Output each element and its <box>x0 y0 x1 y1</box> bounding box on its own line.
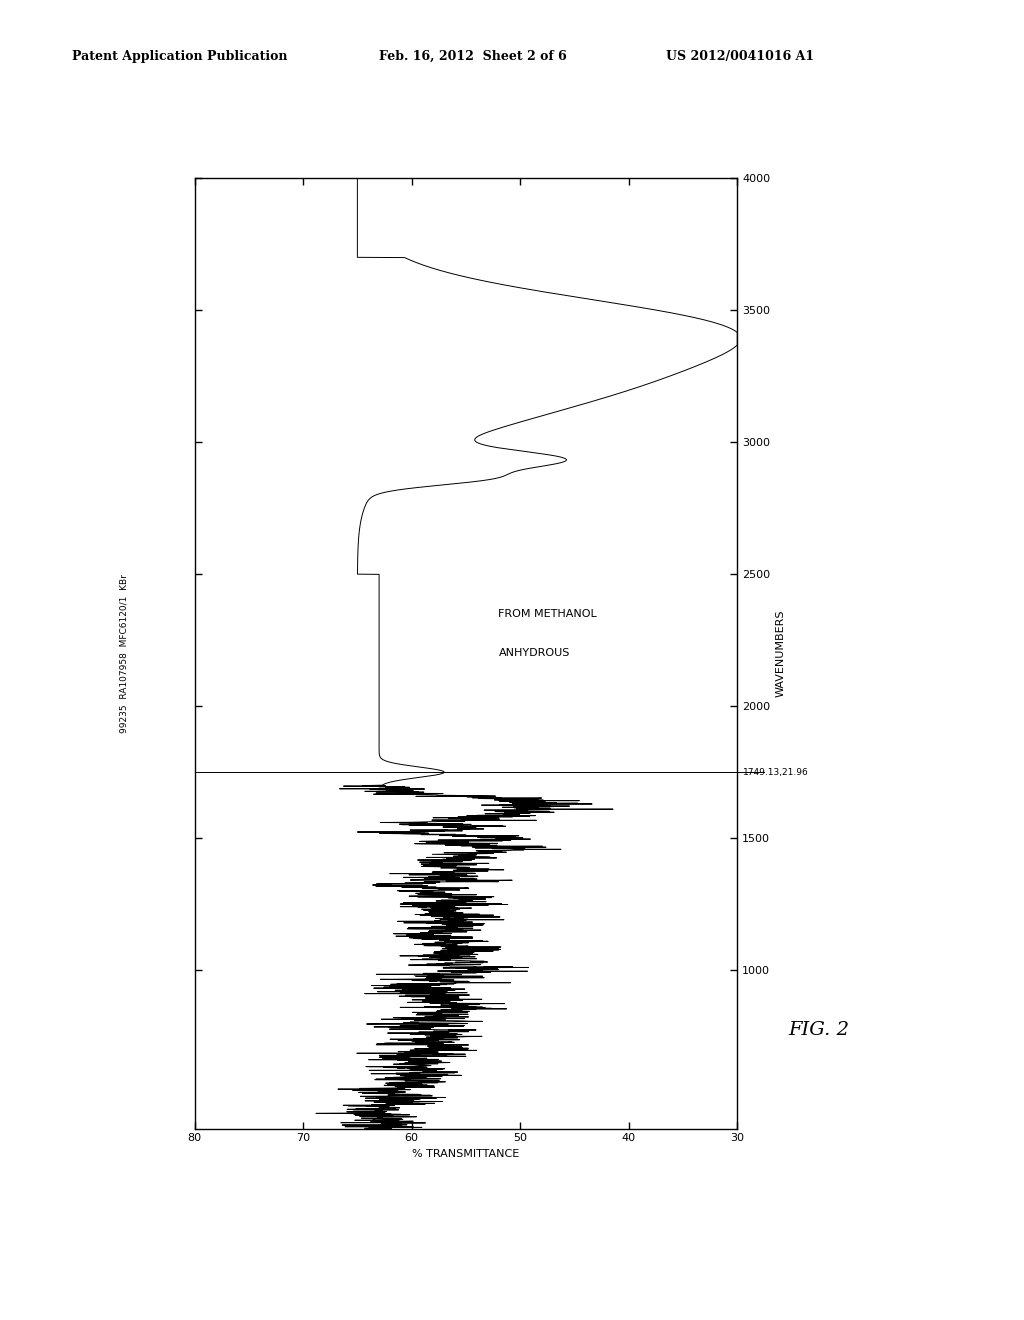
Text: Patent Application Publication: Patent Application Publication <box>72 50 287 63</box>
Y-axis label: WAVENUMBERS: WAVENUMBERS <box>776 610 785 697</box>
Text: 1749.13,21.96: 1749.13,21.96 <box>742 768 809 777</box>
Text: FIG. 2: FIG. 2 <box>788 1020 850 1039</box>
Text: ANHYDROUS: ANHYDROUS <box>499 648 570 659</box>
Text: US 2012/0041016 A1: US 2012/0041016 A1 <box>666 50 814 63</box>
Text: 99235  RA107958  MFC6120/1  KBr: 99235 RA107958 MFC6120/1 KBr <box>120 574 128 733</box>
X-axis label: % TRANSMITTANCE: % TRANSMITTANCE <box>413 1148 519 1159</box>
Text: Feb. 16, 2012  Sheet 2 of 6: Feb. 16, 2012 Sheet 2 of 6 <box>379 50 566 63</box>
Text: FROM METHANOL: FROM METHANOL <box>499 609 597 619</box>
